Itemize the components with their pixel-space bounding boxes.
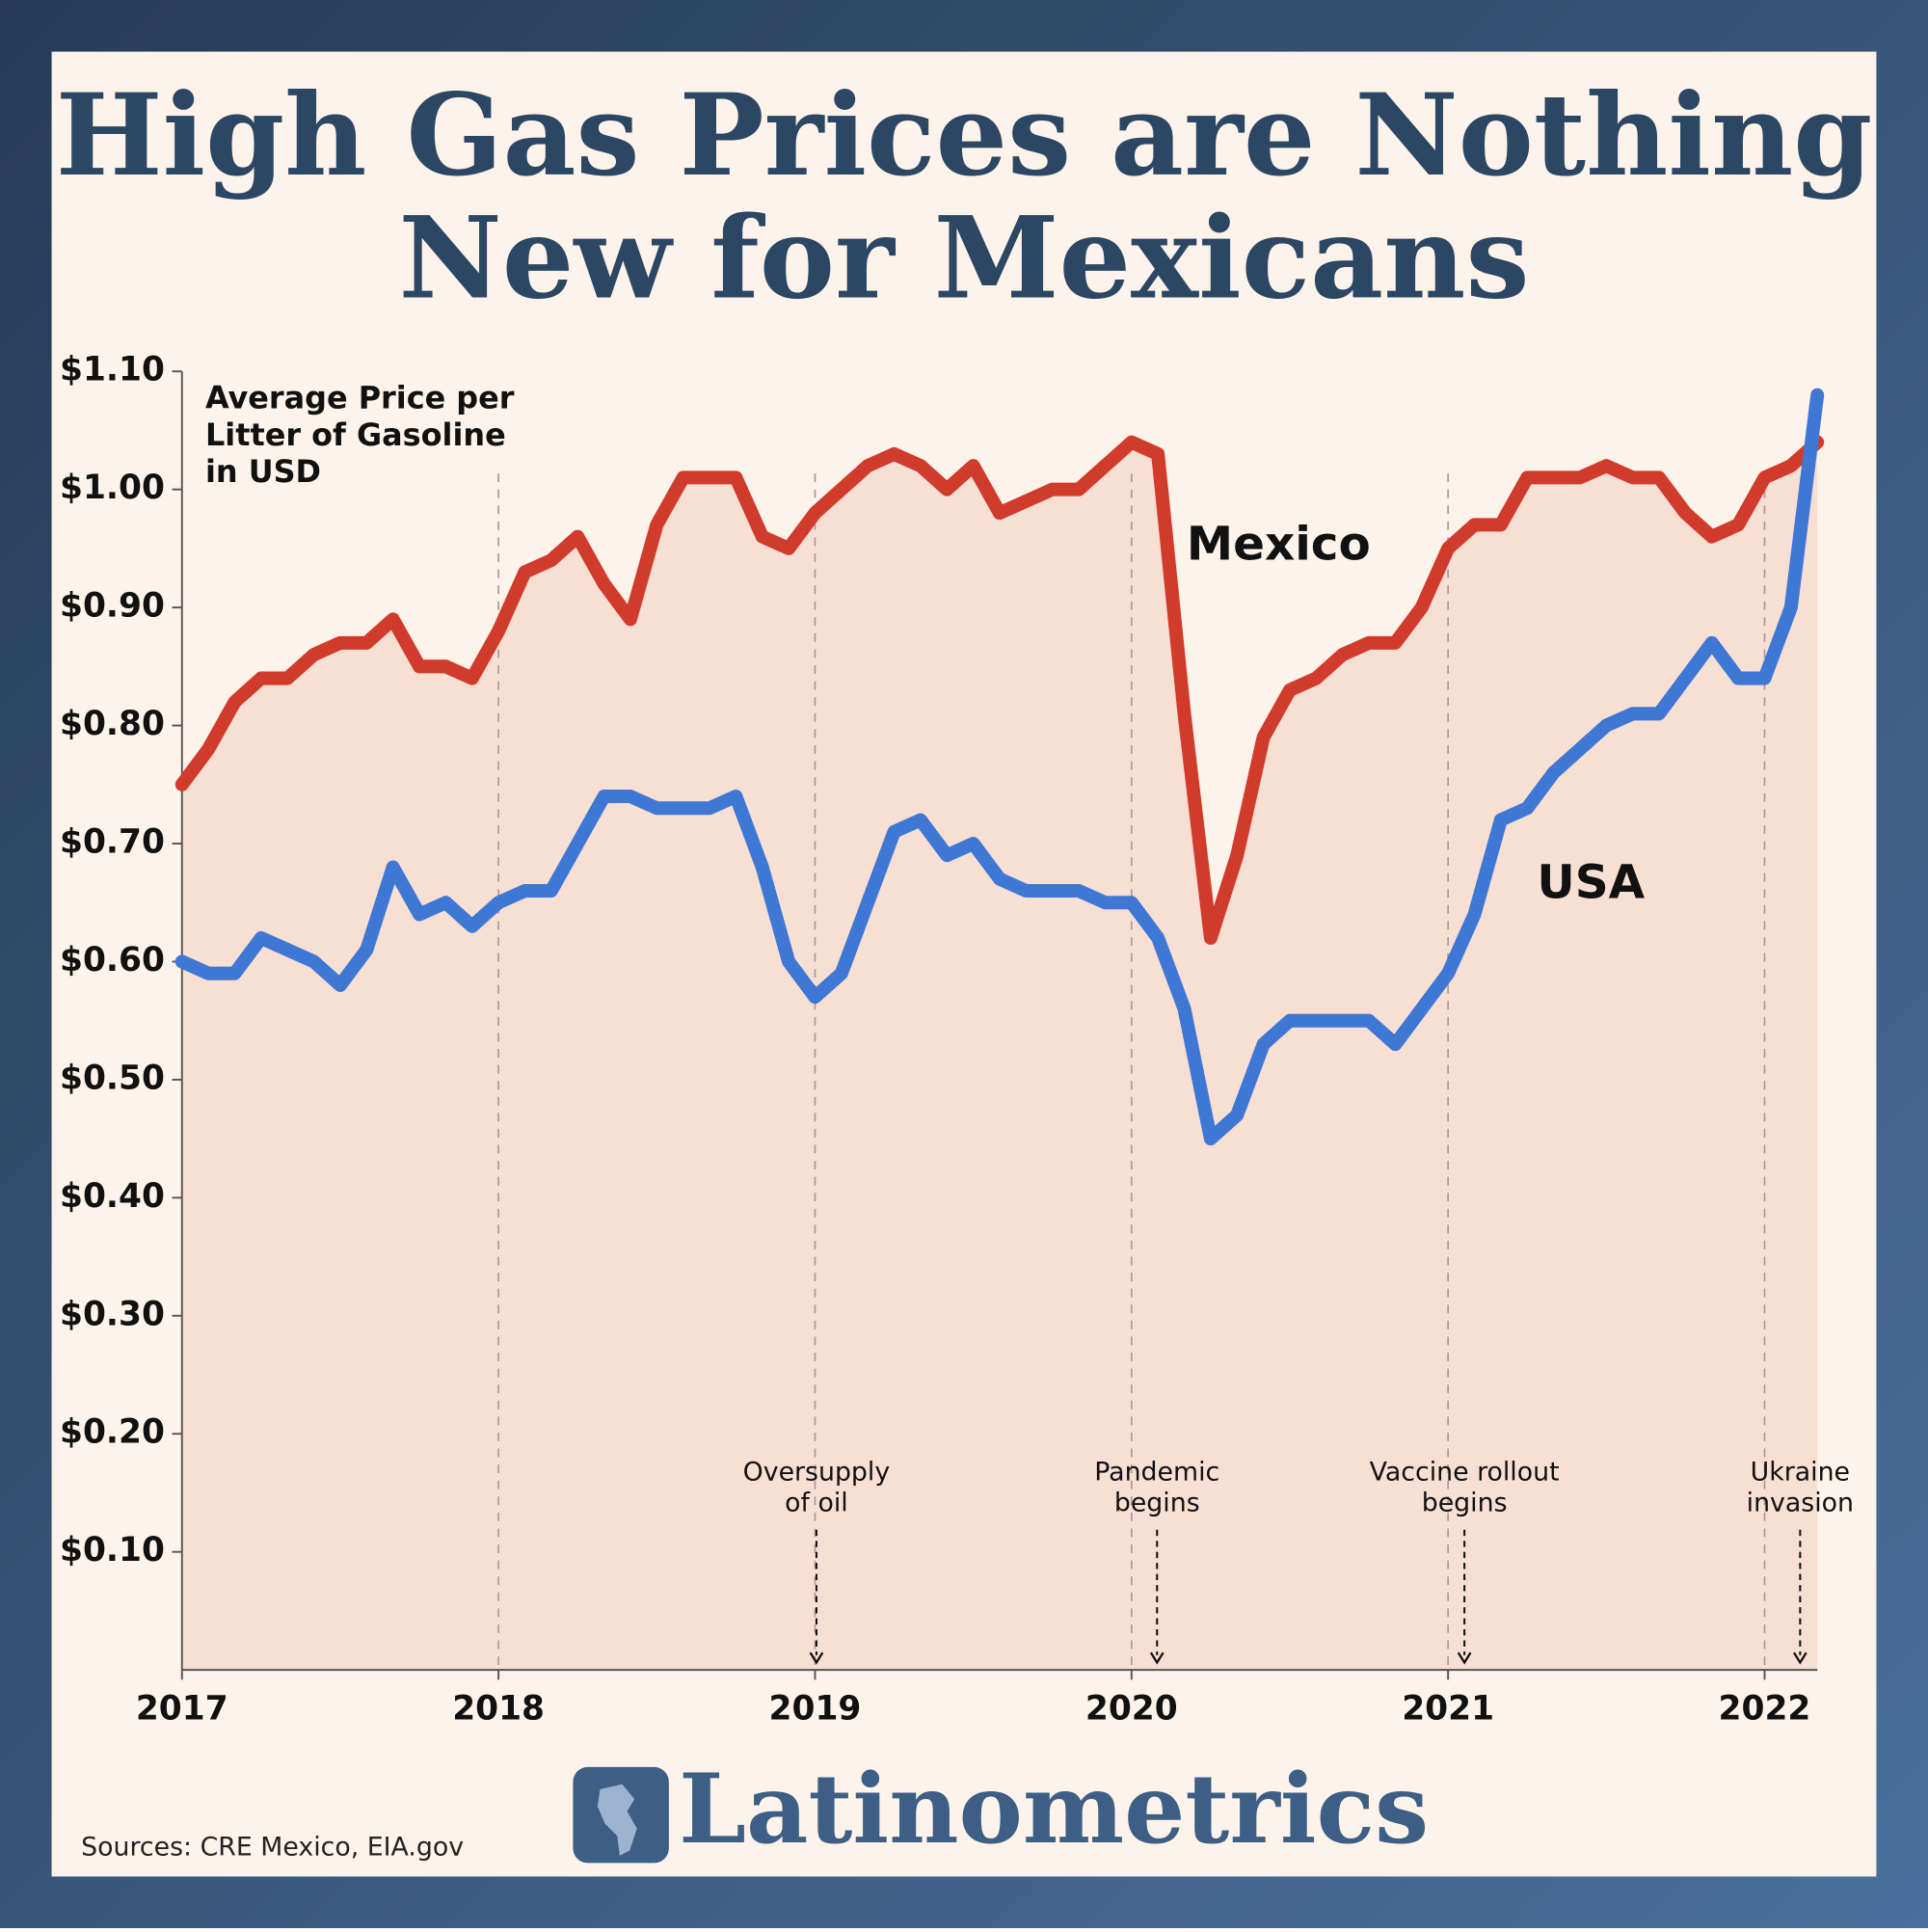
annotation: invasion [1747, 1488, 1854, 1517]
y-tick-label: $0.60 [60, 941, 165, 979]
annotation: begins [1422, 1488, 1508, 1517]
y-tick-label: $0.90 [60, 587, 165, 626]
y-tick-label: $0.20 [60, 1413, 165, 1452]
annotation: begins [1114, 1488, 1200, 1517]
chart-title: High Gas Prices are Nothing [56, 68, 1873, 201]
x-tick-label: 2017 [136, 1690, 228, 1729]
x-tick-label: 2020 [1085, 1690, 1178, 1729]
annotation: Oversupply [743, 1458, 891, 1488]
annotation: of oil [785, 1488, 848, 1517]
sources: Sources: CRE Mexico, EIA.gov [81, 1833, 464, 1863]
area [181, 442, 1818, 1671]
y-tick-label: $0.80 [60, 705, 165, 743]
y-tick-label: $1.00 [60, 469, 165, 507]
series-label: USA [1537, 855, 1645, 909]
line [174, 388, 1825, 1146]
annotation: Ukraine [1751, 1458, 1850, 1488]
x-tick-label: 2022 [1719, 1690, 1811, 1729]
y-tick-label: $0.30 [60, 1295, 165, 1333]
x-tick-label: 2018 [452, 1690, 545, 1729]
annotation: Pandemic [1094, 1458, 1219, 1488]
x-tick-label: 2021 [1402, 1690, 1494, 1729]
x-tick-label: 2019 [769, 1690, 862, 1729]
y-tick-label: $0.10 [60, 1531, 165, 1570]
y-axis-label: Litter of Gasoline [205, 416, 506, 453]
series-label: Mexico [1187, 518, 1371, 572]
y-tick-label: $0.50 [60, 1059, 165, 1097]
y-tick-label: $1.10 [60, 351, 165, 389]
annotation: Vaccine rollout [1370, 1458, 1560, 1488]
annotation-arrowhead [1149, 1651, 1165, 1665]
brand: Latinometrics [679, 1754, 1429, 1865]
annotation-arrowhead [809, 1651, 824, 1665]
y-tick-label: $0.40 [60, 1177, 165, 1216]
annotation-arrowhead [1792, 1651, 1808, 1665]
annotation-arrowhead [1457, 1651, 1472, 1665]
logo-map [597, 1784, 637, 1856]
y-axis-label: in USD [205, 453, 321, 490]
y-tick-label: $0.70 [60, 823, 165, 862]
chart-title: New for Mexicans [399, 192, 1530, 325]
line [174, 435, 1825, 945]
y-axis-label: Average Price per [205, 380, 515, 416]
